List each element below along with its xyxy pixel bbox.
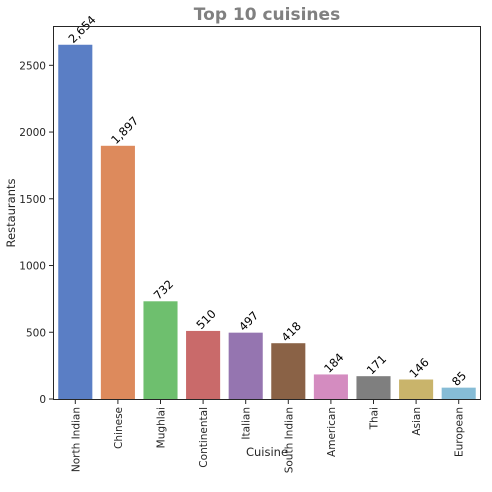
y-tick-label-1500: 1500 [19, 194, 46, 206]
bar-american [313, 374, 348, 399]
y-tick-label-0: 0 [39, 394, 46, 406]
chart-title: Top 10 cuisines [194, 5, 340, 25]
bar-mughlai [143, 301, 178, 399]
x-tick-label-mughlai: Mughlai [156, 407, 168, 448]
data-label-south-indian: 418 [279, 319, 304, 344]
data-label-chinese: 1,897 [108, 114, 141, 147]
data-label-european: 85 [449, 369, 469, 389]
bar-north-indian [58, 44, 93, 399]
data-label-italian: 497 [236, 308, 261, 333]
data-label-mughlai: 732 [151, 277, 176, 302]
bar-chinese [100, 145, 135, 399]
x-tick-label-continental: Continental [198, 407, 210, 468]
bars-group [58, 44, 476, 399]
y-tick-label-2500: 2500 [19, 60, 46, 72]
plot-frame [53, 26, 481, 400]
y-tick-label-1000: 1000 [19, 261, 46, 273]
x-tick-label-american: American [326, 407, 338, 457]
x-tick-label-chinese: Chinese [113, 407, 125, 449]
data-label-asian: 146 [406, 355, 431, 380]
bar-thai [356, 376, 391, 399]
bar-south-indian [271, 343, 306, 399]
data-label-north-indian: 2,654 [66, 13, 99, 46]
y-axis-label: Restaurants [4, 179, 18, 248]
data-label-continental: 510 [193, 307, 218, 332]
bar-european [441, 387, 476, 399]
y-tick-label-500: 500 [26, 327, 46, 339]
x-axis-label: Cuisine [246, 445, 288, 459]
bar-continental [186, 330, 221, 399]
x-tick-label-north-indian: North Indian [70, 407, 82, 472]
bar-italian [228, 332, 263, 399]
y-axis: 0 500 1000 1500 2000 2500 [19, 60, 54, 406]
x-tick-label-asian: Asian [411, 407, 423, 436]
x-tick-label-european: European [454, 407, 466, 457]
x-tick-label-thai: Thai [369, 407, 381, 430]
x-tick-label-italian: Italian [241, 407, 253, 440]
data-label-american: 184 [321, 350, 346, 375]
data-label-thai: 171 [364, 352, 389, 377]
x-axis: North Indian Chinese Mughlai Continental Ita… [70, 399, 466, 473]
bar-asian [399, 379, 434, 399]
x-tick-label-south-indian: South Indian [283, 407, 295, 473]
y-tick-label-2000: 2000 [19, 127, 46, 139]
